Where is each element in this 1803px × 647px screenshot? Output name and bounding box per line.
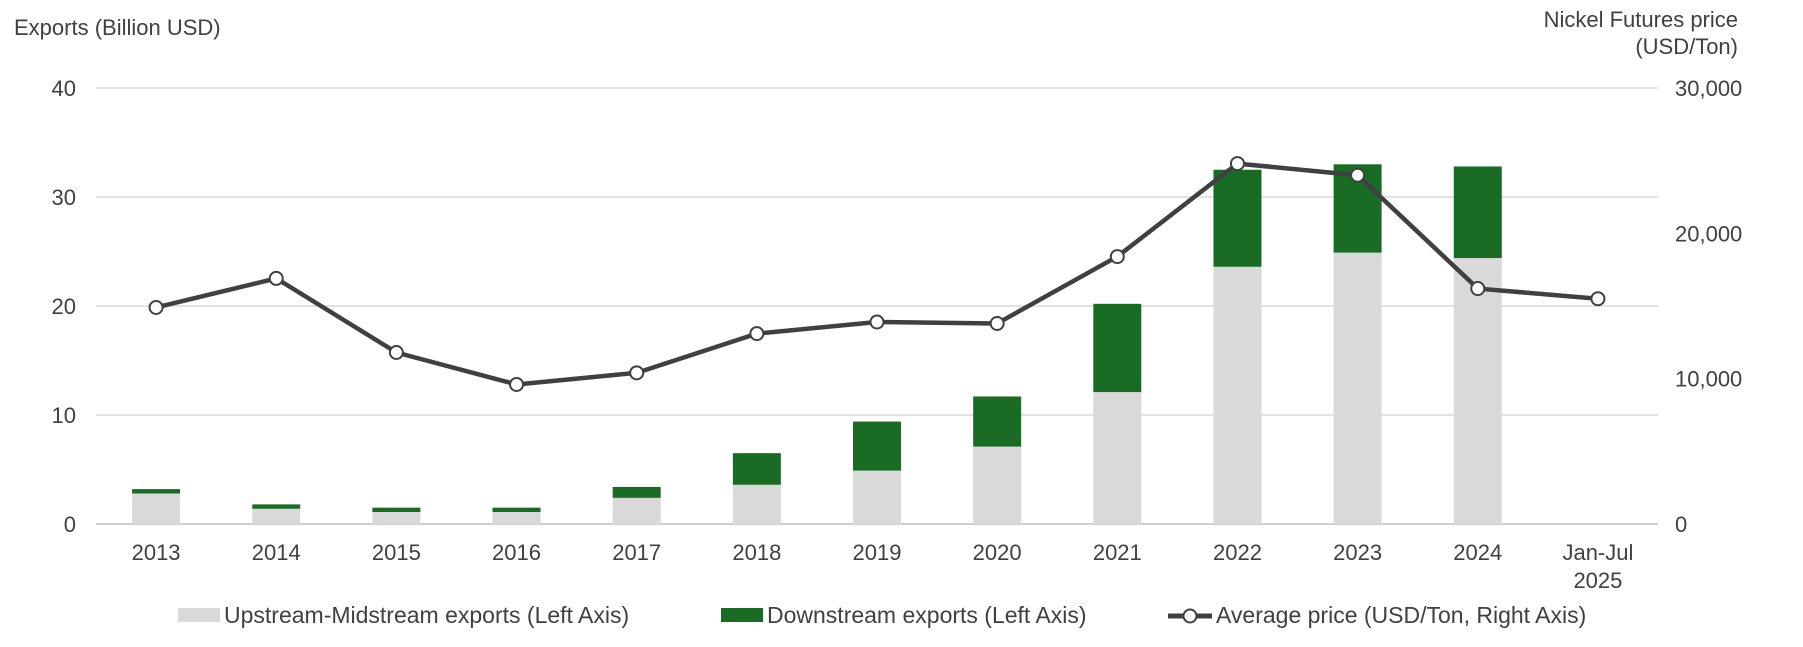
y-left-tick-label: 20 xyxy=(52,294,76,319)
bar-downstream xyxy=(372,507,421,513)
bar-upstream-midstream xyxy=(1333,252,1382,524)
bar-downstream xyxy=(252,504,301,509)
legend: Upstream-Midstream exports (Left Axis) D… xyxy=(178,602,1586,628)
x-tick-label: 2015 xyxy=(372,540,421,565)
y-left-axis-title: Exports (Billion USD) xyxy=(14,15,221,40)
price-marker xyxy=(1109,249,1125,265)
legend-label-price: Average price (USD/Ton, Right Axis) xyxy=(1216,602,1586,628)
bar-upstream-midstream xyxy=(612,497,661,524)
x-tick-label: 2013 xyxy=(132,540,181,565)
x-tick-label: 2016 xyxy=(492,540,541,565)
bar-upstream-midstream xyxy=(492,512,541,524)
x-tick-label: 2024 xyxy=(1453,540,1502,565)
legend-swatch-marker-price xyxy=(1182,608,1198,624)
bar-downstream xyxy=(853,421,901,471)
x-tick-label: Jan-Jul 2025 xyxy=(1562,540,1633,593)
bars xyxy=(132,164,1502,524)
x-tick-label: 2017 xyxy=(612,540,661,565)
x-tick-label: 2023 xyxy=(1333,540,1382,565)
price-marker xyxy=(268,270,284,286)
bar-upstream-midstream xyxy=(132,493,181,524)
bar-downstream xyxy=(1093,303,1142,393)
bar-downstream xyxy=(612,486,661,498)
y-left-tick-label: 10 xyxy=(52,403,76,428)
bar-downstream xyxy=(132,489,181,494)
bar-upstream-midstream xyxy=(1213,266,1262,524)
price-marker xyxy=(509,376,525,392)
price-marker xyxy=(1470,281,1486,297)
price-marker xyxy=(989,315,1005,331)
bar-upstream-midstream xyxy=(973,446,1022,524)
y-right-tick-label: 30,000 xyxy=(1675,76,1742,101)
y-right-axis-title-line1: Nickel Futures price xyxy=(1544,7,1738,32)
bar-upstream-midstream xyxy=(1453,258,1502,524)
x-tick-label: 2021 xyxy=(1093,540,1142,565)
y-left-tick-label: 40 xyxy=(52,76,76,101)
y-right-ticks: 0 10,000 20,000 30,000 xyxy=(1675,76,1742,537)
bar-upstream-midstream xyxy=(252,508,301,524)
bar-upstream-midstream xyxy=(372,512,421,524)
x-tick-label: 2022 xyxy=(1213,540,1262,565)
y-left-tick-label: 30 xyxy=(52,185,76,210)
y-right-axis-title-line2: (USD/Ton) xyxy=(1635,34,1738,59)
legend-label-downstream: Downstream exports (Left Axis) xyxy=(767,602,1087,628)
price-marker xyxy=(1229,156,1245,172)
y-right-tick-label: 0 xyxy=(1675,512,1687,537)
legend-swatch-downstream xyxy=(721,608,763,622)
legend-swatch-upstream xyxy=(178,608,220,622)
x-tick-label: 2014 xyxy=(252,540,301,565)
price-marker xyxy=(749,326,765,342)
y-left-tick-label: 0 xyxy=(64,512,76,537)
legend-label-upstream: Upstream-Midstream exports (Left Axis) xyxy=(224,602,629,628)
price-marker xyxy=(869,314,885,330)
x-tick-label: 2018 xyxy=(732,540,781,565)
bar-upstream-midstream xyxy=(853,470,901,524)
bar-downstream xyxy=(492,507,541,513)
price-marker xyxy=(1350,167,1366,183)
price-line-group xyxy=(148,156,1606,392)
y-right-tick-label: 10,000 xyxy=(1675,367,1742,392)
price-marker xyxy=(148,299,164,315)
price-marker xyxy=(388,345,404,361)
bar-upstream-midstream xyxy=(1093,392,1142,524)
x-tick-label: 2020 xyxy=(973,540,1022,565)
x-axis-ticks: 2013 2014 2015 2016 2017 2018 2019 2020 2021 2022… xyxy=(132,540,1634,593)
bar-downstream xyxy=(1213,169,1262,267)
bar-downstream xyxy=(973,396,1022,447)
price-marker xyxy=(629,365,645,381)
price-marker xyxy=(1590,291,1606,307)
y-right-tick-label: 20,000 xyxy=(1675,221,1742,246)
bar-upstream-midstream xyxy=(732,484,781,524)
y-left-ticks: 0 10 20 30 40 xyxy=(52,76,76,537)
bar-downstream xyxy=(1453,166,1502,259)
x-tick-label: 2019 xyxy=(853,540,902,565)
bar-downstream xyxy=(732,453,781,485)
